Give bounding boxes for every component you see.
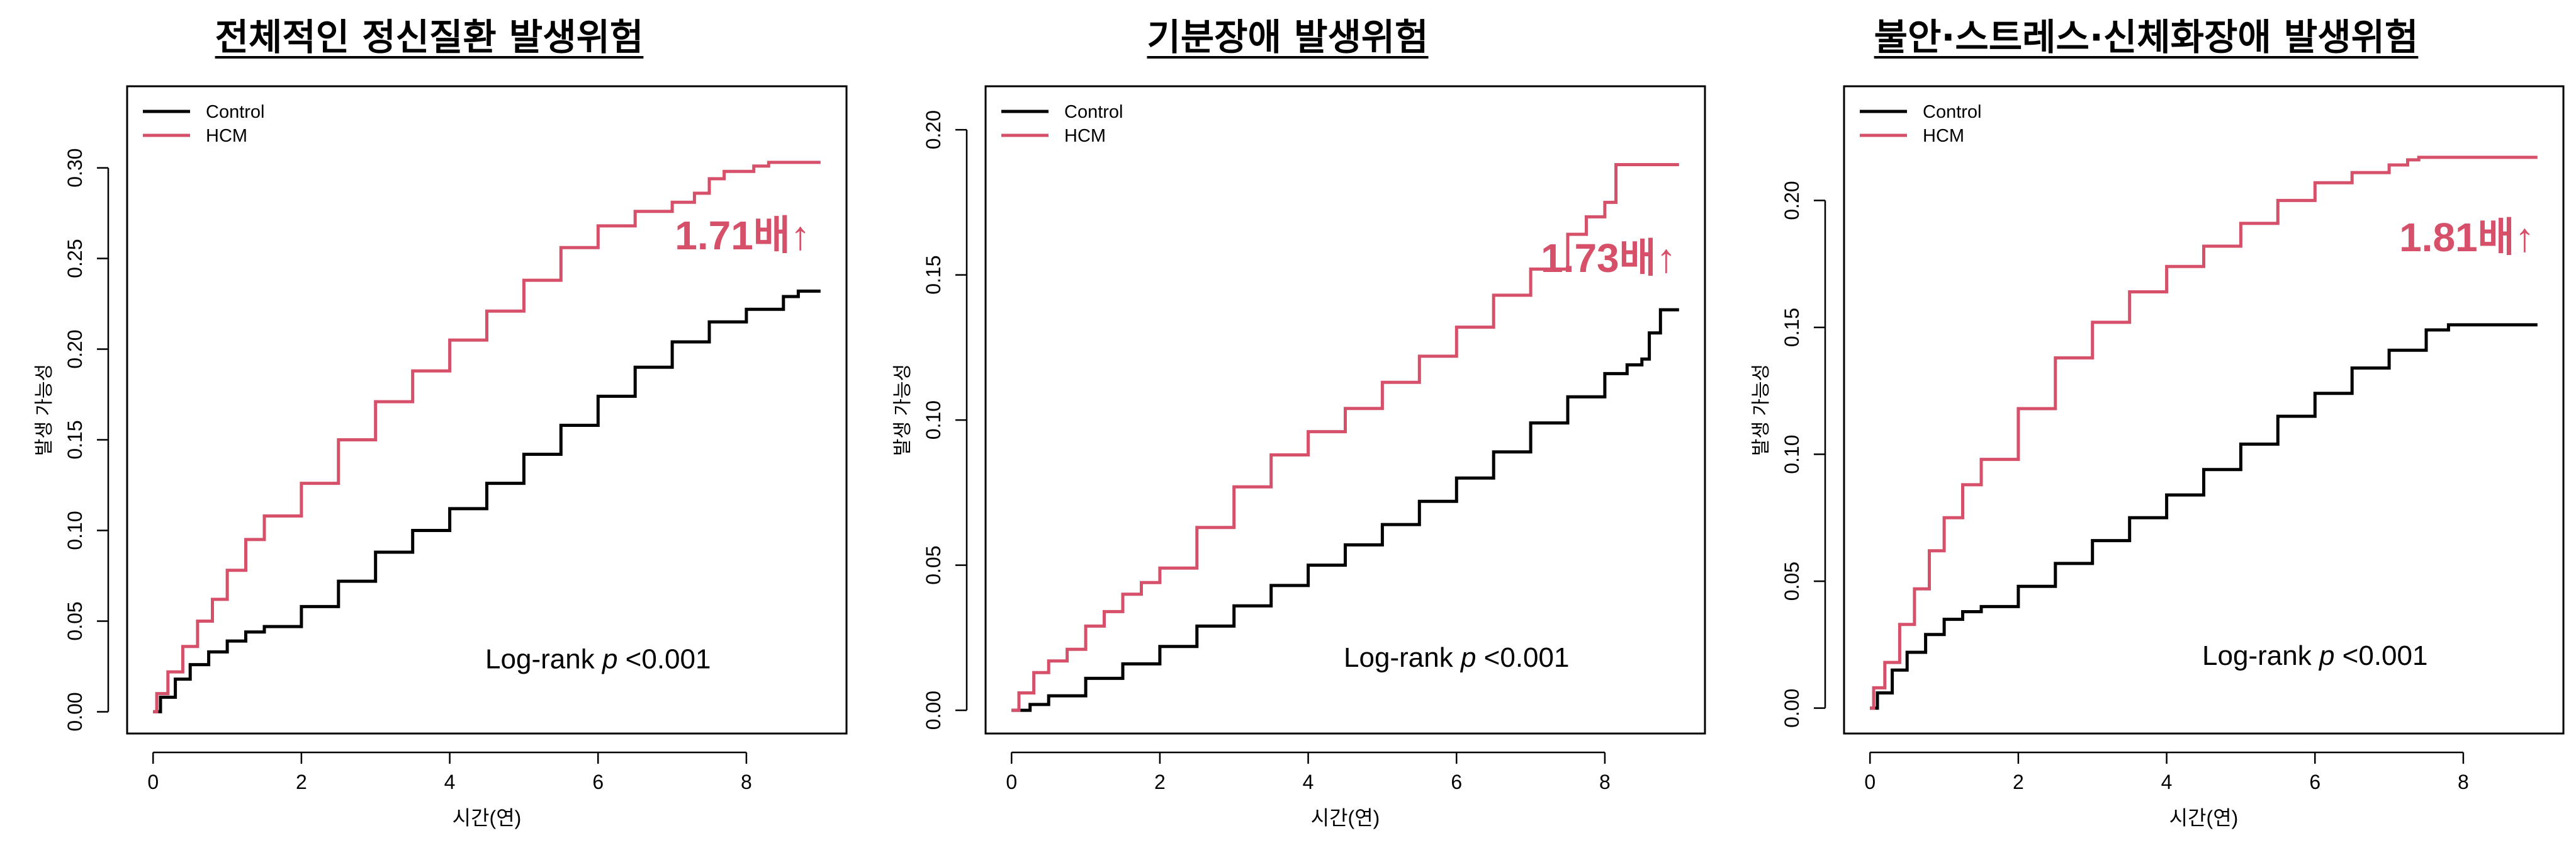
y-tick-label: 0.10 [1780,434,1803,473]
x-tick-label: 2 [1154,771,1166,793]
legend-label-hcm: HCM [206,126,247,146]
x-tick-label: 0 [1864,771,1876,793]
x-tick-label: 4 [2161,771,2173,793]
x-tick-label: 2 [2013,771,2024,793]
x-tick-label: 2 [296,771,307,793]
y-tick-label: 0.20 [1780,181,1803,220]
ratio-annotation: 1.71배↑ [675,213,810,258]
plot-frame [984,85,1706,735]
y-axis-label: 발생 가능성 [1751,364,1772,456]
chart-plot-2: 0 2 4 6 8 시간(연) 0.00 0.05 0.10 0.15 0.20 발생 가능성 Cont… [892,85,1706,829]
y-tick-label: 0.10 [64,511,86,550]
y-tick-label: 0.15 [64,420,86,459]
y-tick-label: 0.00 [922,691,945,730]
x-tick-label: 8 [741,771,752,793]
plot-frame [126,85,848,735]
x-tick-label: 0 [1006,771,1017,793]
y-tick-label: 0.15 [922,256,945,295]
y-axis-label: 발생 가능성 [34,364,55,456]
y-tick-label: 0.20 [922,110,945,149]
x-tick-label: 6 [2309,771,2320,793]
y-tick-label: 0.00 [64,692,86,731]
legend-label-hcm: HCM [1923,126,1964,146]
x-axis-label: 시간(연) [2169,807,2239,829]
x-tick-label: 6 [592,771,604,793]
y-tick-label: 0.05 [922,545,945,584]
chart-title-1: 전체적인 정신질환 발생위험 [215,16,644,59]
y-tick-label: 0.25 [64,239,86,278]
logrank-text: Log-rank p <0.001 [485,643,711,674]
legend-label-control: Control [206,102,265,122]
y-tick-label: 0.00 [1780,689,1803,728]
x-tick-label: 6 [1451,771,1462,793]
x-axis-label: 시간(연) [1311,807,1380,829]
y-tick-label: 0.05 [64,601,86,640]
logrank-text: Log-rank p <0.001 [2202,640,2427,671]
series-line-hcm [1870,156,2538,710]
series-line-hcm [153,161,821,713]
chart-panel-1: 전체적인 정신질환 발생위험 0 2 4 6 8 시간(연) 0.00 0.05 0.10 0.1… [0,0,858,850]
plot-frame [1843,85,2565,735]
y-tick-label: 0.15 [1780,308,1803,347]
y-tick-label: 0.30 [64,148,86,187]
x-tick-label: 0 [147,771,159,793]
x-tick-label: 4 [444,771,456,793]
chart-title-3: 불안·스트레스·신체화장애 발생위험 [1874,16,2419,59]
ratio-annotation: 1.73배↑ [1541,235,1676,281]
ratio-annotation: 1.81배↑ [2399,215,2534,260]
x-tick-label: 4 [1303,771,1314,793]
logrank-text: Log-rank p <0.001 [1344,642,1569,673]
x-tick-label: 8 [1599,771,1611,793]
chart-plot-3: 0 2 4 6 8 시간(연) 0.00 0.05 0.10 0.15 0.20 발생 가능성 Cont… [1751,85,2565,829]
series-line-hcm [1011,163,1679,712]
y-tick-label: 0.20 [64,329,86,368]
legend-label-control: Control [1923,102,1982,122]
y-tick-label: 0.10 [922,400,945,439]
y-tick-label: 0.05 [1780,562,1803,601]
series-line-control [153,289,821,713]
x-tick-label: 8 [2458,771,2469,793]
chart-panel-3: 불안·스트레스·신체화장애 발생위험 0 2 4 6 8 시간(연) 0.00 0.05 0.1… [1717,0,2575,850]
chart-plot-1: 0 2 4 6 8 시간(연) 0.00 0.05 0.10 0.15 0.20 0.25 0.30 발생… [34,85,848,829]
chart-title-2: 기분장애 발생위험 [1147,16,1429,59]
x-axis-label: 시간(연) [453,807,522,829]
y-axis-label: 발생 가능성 [892,364,913,456]
legend-label-hcm: HCM [1064,126,1106,146]
series-line-control [1870,323,2538,710]
series-line-control [1011,308,1679,712]
legend-label-control: Control [1064,102,1123,122]
chart-panel-2: 기분장애 발생위험 0 2 4 6 8 시간(연) 0.00 0.05 0.10 0.15 0.20… [858,0,1717,850]
